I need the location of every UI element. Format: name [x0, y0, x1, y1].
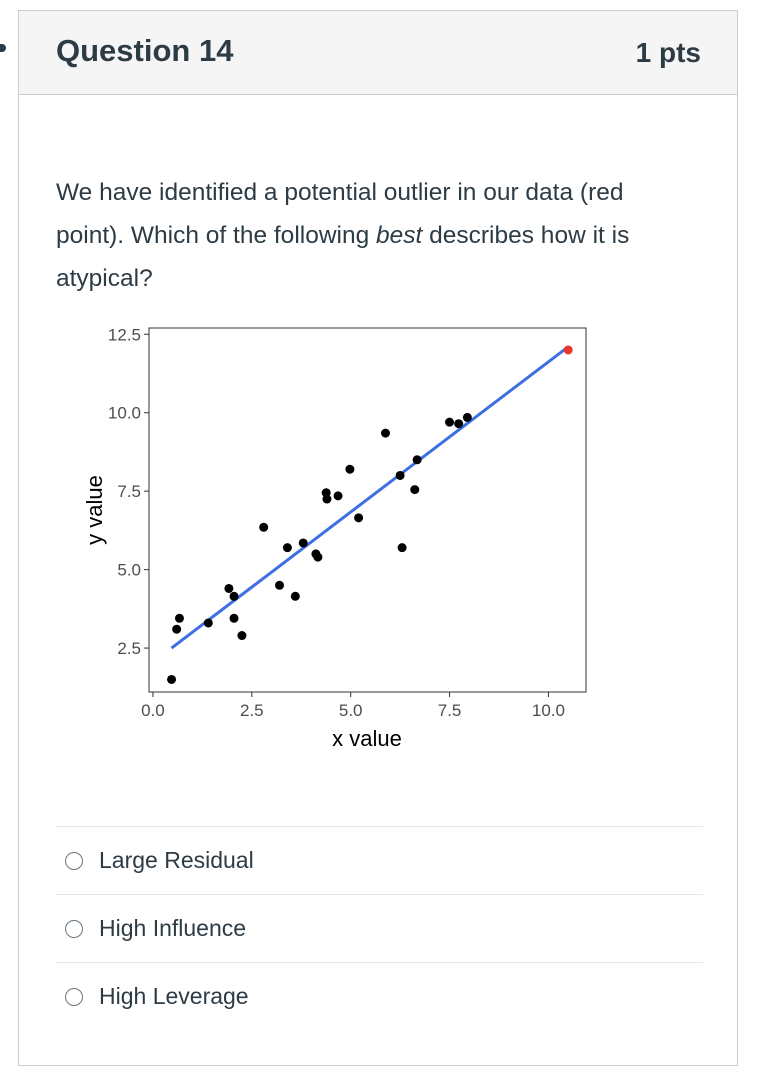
- data-points: [167, 412, 472, 684]
- data-point: [380, 428, 390, 438]
- data-point: [224, 583, 234, 593]
- radio-button[interactable]: [65, 919, 83, 938]
- data-point: [237, 631, 247, 641]
- answer-label: High Influence: [99, 915, 247, 941]
- data-point: [167, 674, 177, 684]
- x-tick-label: 2.5: [240, 701, 264, 720]
- data-point: [174, 613, 184, 623]
- data-point: [172, 624, 182, 634]
- question-text-part2: describes how it is atypical?: [56, 222, 630, 292]
- answer-option-high-leverage[interactable]: High Leverage: [55, 962, 703, 1030]
- answer-label: Large Residual: [99, 847, 254, 873]
- question-text: We have identified a potential outlier i…: [56, 171, 696, 300]
- outlier-point: [563, 345, 573, 355]
- answer-label: High Leverage: [99, 983, 249, 1009]
- question-text-part1: We have identified a potential outlier i…: [56, 179, 624, 249]
- question-title: Question 14: [56, 33, 234, 68]
- question-header: Question 14 1 pts: [19, 11, 737, 95]
- data-point: [259, 522, 269, 532]
- data-point: [412, 455, 422, 465]
- data-point: [333, 491, 343, 501]
- answer-option-high-influence[interactable]: High Influence: [55, 894, 703, 962]
- scatter-plot: 0.0 2.5 5.0 7.5 10.0 2.5 5.0 7.5 10.0 12.5 x val…: [64, 311, 604, 776]
- answer-option-large-residual[interactable]: Large Residual: [55, 826, 703, 894]
- data-point: [454, 419, 464, 429]
- answer-list: Large Residual High Influence High Lever…: [55, 826, 703, 1030]
- scatter-plot-svg: 0.0 2.5 5.0 7.5 10.0 2.5 5.0 7.5 10.0 12.5 x val…: [82, 325, 587, 751]
- data-point: [395, 470, 405, 480]
- data-point: [203, 618, 213, 628]
- radio-button[interactable]: [65, 851, 83, 870]
- x-tick-label: 10.0: [532, 701, 565, 720]
- left-edge-marker: [0, 44, 6, 52]
- x-axis-label: x value: [332, 726, 402, 751]
- x-tick-label: 5.0: [339, 701, 363, 720]
- data-point: [354, 513, 364, 523]
- data-point: [298, 538, 308, 548]
- data-point: [282, 543, 292, 553]
- data-point: [229, 613, 239, 623]
- y-tick-label: 7.5: [117, 482, 141, 501]
- x-axis: 0.0 2.5 5.0 7.5 10.0: [141, 692, 565, 720]
- radio-button[interactable]: [65, 987, 83, 1006]
- question-points: 1 pts: [635, 37, 701, 68]
- data-point: [322, 494, 332, 504]
- data-point: [410, 485, 420, 495]
- x-tick-label: 0.0: [141, 701, 165, 720]
- y-tick-label: 10.0: [108, 404, 141, 423]
- data-point: [397, 543, 407, 553]
- x-tick-label: 7.5: [438, 701, 462, 720]
- data-point: [229, 591, 239, 601]
- data-point: [313, 552, 323, 562]
- question-card: Question 14 1 pts We have identified a p…: [18, 10, 738, 1066]
- data-point: [445, 417, 455, 427]
- data-point: [290, 591, 300, 601]
- data-point: [345, 464, 355, 474]
- y-axis-label: y value: [82, 475, 107, 545]
- data-point: [275, 580, 285, 590]
- y-tick-label: 2.5: [117, 639, 141, 658]
- question-text-emphasis: best: [376, 222, 423, 249]
- y-tick-label: 12.5: [108, 325, 141, 344]
- data-point: [462, 412, 472, 422]
- y-tick-label: 5.0: [117, 561, 141, 580]
- y-axis: 2.5 5.0 7.5 10.0 12.5: [108, 325, 149, 658]
